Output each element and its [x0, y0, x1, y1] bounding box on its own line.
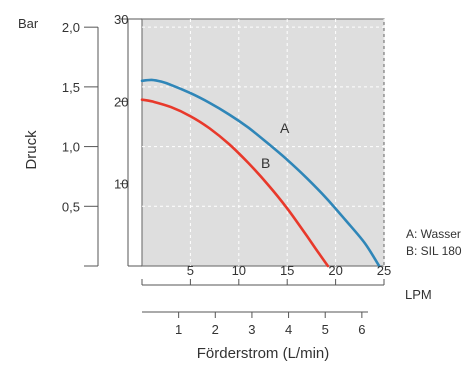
y-unit-bar: Bar [18, 16, 39, 31]
lmin-tick-label: 1 [175, 322, 182, 337]
lmin-tick-label: 3 [248, 322, 255, 337]
lmin-tick-label: 5 [322, 322, 329, 337]
series-line-b [140, 98, 330, 268]
lpm-tick-label: 20 [328, 263, 342, 278]
bar-tick-label: 1,5 [62, 80, 80, 95]
x-unit-lpm: LPM [405, 287, 432, 302]
bar-tick-label: 0,5 [62, 199, 80, 214]
lmin-tick-label: 2 [212, 322, 219, 337]
bar-tick-label: 1,0 [62, 140, 80, 155]
series-label-b: B [261, 155, 270, 171]
lmin-tick-label: 4 [285, 322, 292, 337]
series-label-a: A [280, 120, 290, 136]
lpm-tick-label: 5 [187, 263, 194, 278]
series-line-a [140, 78, 381, 268]
legend-item-b: B: SIL 180 [406, 244, 462, 258]
x-axis-title: Förderstrom (L/min) [197, 345, 330, 362]
psi-tick-label: 10 [114, 177, 128, 192]
plot-area [141, 18, 385, 267]
y-axis-title: Druck [23, 130, 40, 170]
psi-tick-label: 30 [114, 12, 128, 27]
psi-tick-label: 20 [114, 94, 128, 109]
lpm-tick-label: 15 [280, 263, 294, 278]
bar-tick-label: 2,0 [62, 20, 80, 35]
lpm-tick-label: 10 [232, 263, 246, 278]
legend-item-a: A: Wasser [406, 227, 461, 241]
lmin-tick-label: 6 [358, 322, 365, 337]
lpm-tick-label: 25 [377, 263, 391, 278]
